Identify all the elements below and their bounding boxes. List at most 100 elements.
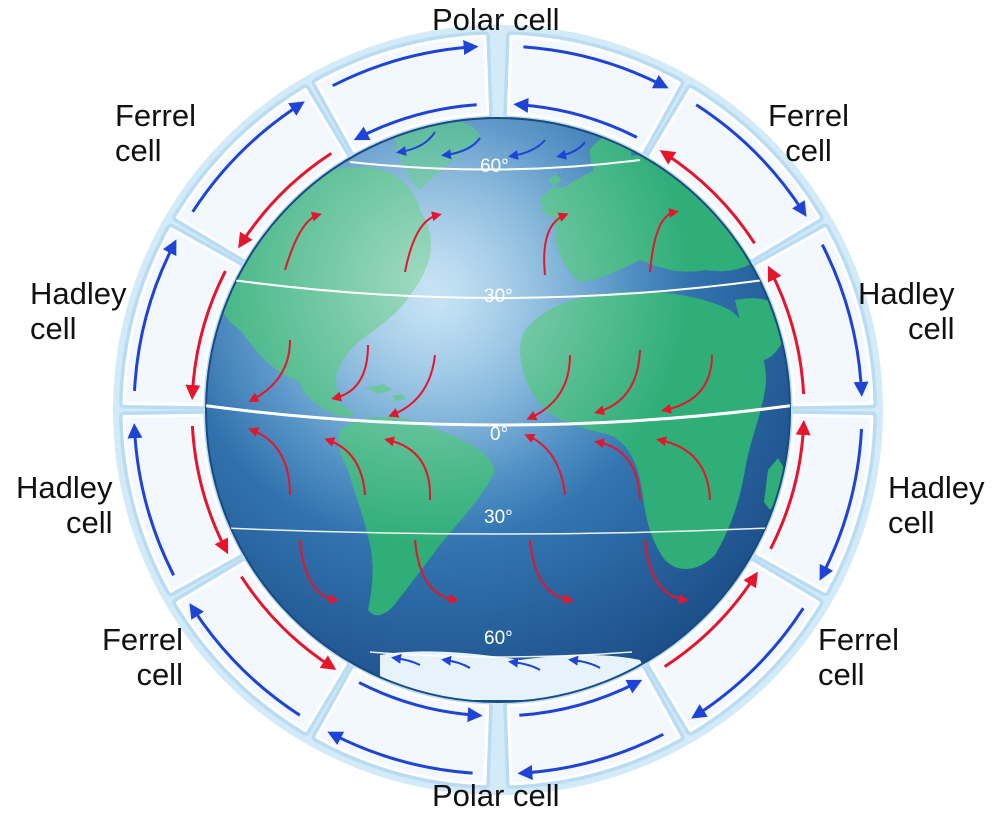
cell-box-ferrel-sw-upper-flow: [189, 603, 301, 717]
cell-box-polar-se-upper-flow: [517, 732, 664, 780]
label-hadley-cell-ne: Hadley cell: [858, 276, 955, 346]
cell-box-ferrel-ne-lower-flow: [659, 150, 756, 245]
cell-box-polar-ne: [503, 31, 685, 157]
label-ferrel-ne-line1: Ferrel: [768, 98, 849, 133]
cell-box-ferrel-se-lower-flow: [663, 571, 758, 668]
cell-box-ferrel-nw-upper-flow: [191, 101, 305, 213]
label-ferrel-nw-line1: Ferrel: [115, 98, 196, 133]
latitude-lines: [206, 159, 790, 658]
surface-wind-arrow: [414, 539, 459, 605]
latitude-label-30n: 30°: [484, 286, 513, 307]
latitude-line-60s: [369, 651, 633, 658]
surface-wind-arrow: [284, 211, 322, 271]
cell-box-ferrel-sw: [172, 557, 351, 736]
cell-box-hadley-nw: [119, 223, 245, 410]
cell-box-hadley-sw-upper-flow: [127, 423, 176, 576]
surface-wind-arrow: [526, 354, 571, 421]
cell-box-hadley-nw-lower-flow: [185, 270, 227, 400]
label-polar-cell-north-text: Polar cell: [432, 2, 560, 37]
label-ferrel-cell-sw: Ferrel cell: [102, 622, 183, 692]
cell-box-ferrel-nw-lower-flow: [238, 152, 333, 249]
label-hadley-ne-line1: Hadley: [858, 276, 955, 311]
cell-box-polar-se-lower-flow: [519, 679, 643, 717]
label-ferrel-cell-se: Ferrel cell: [818, 622, 899, 692]
label-hadley-ne-line2: cell: [907, 311, 955, 346]
latitude-label-60s: 60°: [484, 628, 513, 649]
surface-wind-arrow: [524, 433, 566, 496]
cell-box-polar-nw-lower-flow: [353, 103, 477, 141]
label-hadley-nw-line2: cell: [30, 311, 77, 346]
surface-wind-arrow: [404, 211, 442, 273]
label-hadley-sw-line1: Hadley: [16, 470, 113, 505]
surface-wind-arrow: [649, 207, 679, 273]
equator-line: [206, 403, 790, 427]
cell-box-hadley-sw-lower-flow: [190, 425, 229, 555]
label-polar-cell-south: Polar cell: [432, 778, 560, 813]
polar-easterly-arrow: [508, 657, 541, 671]
latitude-label-60n: 60°: [480, 156, 509, 177]
cell-box-hadley-ne-lower-flow: [767, 265, 806, 395]
surface-wind-arrow: [543, 212, 569, 276]
cell-box-ferrel-ne: [645, 84, 824, 263]
cell-box-hadley-nw-upper-flow: [133, 239, 177, 391]
cell-box-ferrel-nw: [172, 84, 351, 263]
equator-label: 0°: [490, 424, 508, 445]
label-ferrel-se-line1: Ferrel: [818, 622, 899, 657]
surface-wind-arrow: [644, 539, 689, 605]
cell-box-polar-ne-lower-flow: [513, 97, 638, 139]
polar-easterly-arrow: [441, 137, 481, 160]
polar-easterly-arrow: [396, 131, 436, 156]
surface-wind-arrow: [661, 354, 713, 414]
polar-easterly-arrow: [391, 653, 421, 666]
label-polar-cell-south-text: Polar cell: [432, 778, 560, 813]
globe: 60° 30° 0° 30° 60°: [205, 117, 791, 703]
latitude-line-30s: [224, 527, 771, 535]
label-ferrel-cell-nw: Ferrel cell: [115, 98, 196, 168]
cell-box-hadley-se: [751, 410, 877, 597]
surface-wind-arrow: [299, 539, 339, 604]
label-ferrel-sw-line2: cell: [136, 657, 183, 692]
circulation-cells: [119, 31, 877, 789]
cell-box-hadley-ne-upper-flow: [820, 244, 869, 397]
globe-outline: [205, 117, 791, 703]
cell-box-polar-ne-upper-flow: [523, 45, 669, 89]
polar-easterly-arrow: [568, 655, 601, 669]
cell-box-hadley-se-lower-flow: [769, 420, 811, 550]
polar-easterly-arrow: [556, 141, 586, 160]
cell-box-polar-sw: [311, 663, 493, 789]
label-hadley-se-line2: cell: [888, 505, 935, 540]
polar-easterly-arrow: [441, 655, 471, 669]
label-ferrel-se-line2: cell: [818, 657, 865, 692]
polar-easterly-arrow: [508, 139, 546, 160]
latitude-line-60n: [349, 159, 641, 171]
cell-box-ferrel-se-upper-flow: [691, 607, 805, 719]
label-ferrel-nw-line2: cell: [115, 133, 162, 168]
surface-wind-arrow: [324, 437, 366, 496]
cell-box-polar-sw-upper-flow: [327, 731, 473, 775]
label-hadley-cell-se: Hadley cell: [888, 470, 985, 540]
cell-box-hadley-se-upper-flow: [819, 429, 863, 581]
label-ferrel-sw-line1: Ferrel: [102, 622, 183, 657]
label-hadley-se-line1: Hadley: [888, 470, 985, 505]
label-hadley-nw-line1: Hadley: [30, 276, 127, 311]
surface-wind-arrow: [384, 436, 432, 501]
latitude-line-30n: [217, 277, 779, 299]
label-hadley-cell-sw: Hadley cell: [14, 470, 113, 540]
cell-box-polar-se: [503, 663, 685, 789]
cell-box-polar-nw: [311, 31, 493, 157]
surface-wind-arrow: [529, 539, 574, 605]
label-hadley-sw-line2: cell: [66, 505, 113, 540]
cell-ring-halo: [113, 25, 883, 795]
cell-box-polar-nw-upper-flow: [332, 40, 479, 88]
surface-winds: [248, 131, 713, 671]
surface-wind-arrow: [594, 349, 641, 416]
surface-wind-arrow: [656, 436, 711, 501]
surface-wind-arrow: [388, 354, 436, 418]
surface-wind-arrow: [248, 339, 291, 402]
cell-box-polar-sw-lower-flow: [358, 681, 483, 723]
cell-box-ferrel-ne-upper-flow: [695, 103, 807, 217]
surface-wind-arrow: [594, 438, 641, 501]
surface-wind-arrow: [248, 427, 291, 496]
